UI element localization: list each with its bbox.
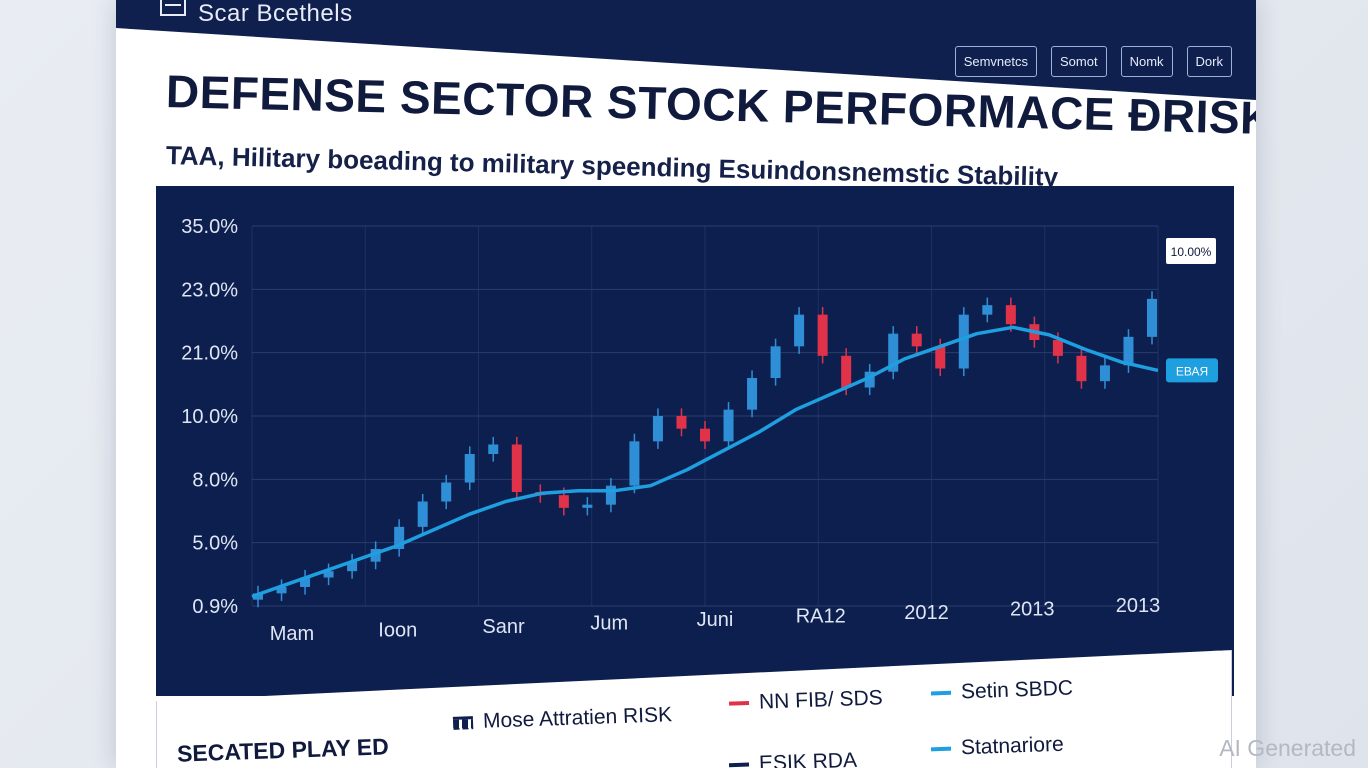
candle-body [558,495,569,508]
x-tick-label: 2013 [1010,599,1055,621]
y-tick-label: 5.0% [192,533,238,555]
trend-line [251,325,1159,599]
candle-body [276,587,287,594]
legend-item-3[interactable]: Setin SBDC [930,676,1074,706]
y-tick-label: 0.9% [192,596,238,618]
candle-body [1099,365,1110,382]
x-tick-label: Mam [270,623,314,645]
nav-button-1[interactable]: Semvnetcs [954,46,1038,77]
candle-body [511,444,522,492]
candle-body [488,444,499,454]
x-tick-label: Jum [590,613,628,635]
candle-body [676,416,687,429]
candle-body [323,571,334,578]
candle-body [982,305,993,315]
y-tick-label: 23.0% [181,279,238,301]
candle-body [841,355,852,388]
y-tick-label: 35.0% [181,216,238,238]
legend-item-5[interactable]: ESIK RDA [728,748,858,768]
nav-button-2[interactable]: Somot [1051,46,1107,77]
x-tick-label: Juni [697,609,734,631]
nav-button-3[interactable]: Nomk [1120,46,1173,77]
legend-label: Statnariore [960,732,1065,760]
candle-body [394,526,405,549]
callout-top-box [1166,238,1216,264]
watermark: AI Generated [1219,735,1356,761]
candle-body [747,378,758,410]
candle-body [652,416,663,442]
candle-body [911,333,922,347]
candle-body [300,577,311,587]
top-nav: Semvnetcs Somot Nomk Dork [954,46,1232,77]
app-logo-icon [160,0,186,16]
candle-body [770,346,781,378]
x-tick-label: Sanr [482,616,525,638]
legend-item-2[interactable]: NN FIB/ SDS [728,686,884,715]
y-tick-label: 8.0% [192,469,238,491]
legend-swatch [728,700,750,706]
legend-label: NN FIB/ SDS [758,686,884,714]
legend-swatch [452,715,474,730]
candle-body [417,501,428,527]
candle-body [700,428,710,442]
x-tick-label: Ioon [378,620,417,642]
nav-button-4[interactable]: Dork [1186,46,1232,77]
legend-label: ESIK RDA [758,748,858,768]
candle-body [958,314,969,369]
x-tick-label: 2013 [1116,595,1161,617]
page-subtitle: TAA, Hilitary boeading to military speen… [165,140,1059,192]
x-tick-label: RA12 [796,606,846,628]
legend-swatch [930,690,952,696]
candle-body [935,346,946,369]
brand[interactable]: Scar Bcethels [160,0,353,28]
candle-body [1123,336,1134,366]
candle-body [464,454,475,483]
candle-body [1052,340,1063,356]
candle-body [582,504,593,508]
brand-name: Scar Bcethels [198,0,353,27]
candle-body [605,485,616,505]
candle-body [1005,305,1016,325]
candle-body [253,593,263,600]
candle-body [817,314,828,356]
callout-trend-box [1166,358,1218,383]
legend-label: Setin SBDC [960,676,1074,704]
candle-body [864,371,875,388]
main-panel: Scar Bcethels Semvnetcs Somot Nomk Dork … [116,0,1256,768]
candle-body [1147,298,1157,337]
candle-body [441,482,452,502]
candle-body [629,441,640,486]
legend-title: SECATED PLAY ED [176,733,390,767]
candle-body [347,561,358,572]
chart-panel: 35.0% 23.0% 21.0% 10.0% 8.0% 5.0% 0.9% Mam Ioon S… [156,186,1234,696]
legend-item-1[interactable]: Mose Attratien RISK [452,703,673,735]
y-tick-label: 10.0% [181,406,238,428]
x-tick-label: 2012 [904,602,949,624]
chart-svg: 35.0% 23.0% 21.0% 10.0% 8.0% 5.0% 0.9% Mam Ioon S… [181,216,1218,645]
candle-body [888,333,899,372]
y-tick-label: 21.0% [181,343,238,365]
candle-body [723,409,734,442]
legend-swatch [728,762,750,768]
callout-top-label: 10.00% [1171,245,1212,259]
candle-body [794,314,805,347]
legend-swatch [930,746,952,752]
callout-trend-label: ЕВАЯ [1176,364,1208,378]
legend-label: Mose Attratien RISK [482,703,673,733]
legend-item-4[interactable]: Statnariore [930,732,1065,762]
candle-body [370,549,381,562]
candle-body [1076,355,1087,382]
